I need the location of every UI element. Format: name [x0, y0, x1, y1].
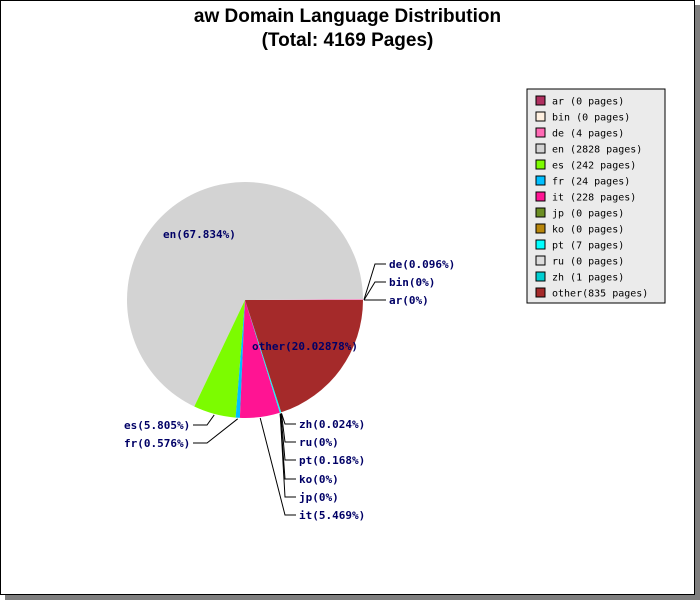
legend-label-es: es (242 pages): [552, 161, 636, 172]
slice-label-ru: ru(0%): [299, 436, 339, 449]
leader-line-es: [193, 414, 215, 426]
label-leader-lines: [193, 263, 386, 516]
legend-swatch-other: [535, 287, 546, 298]
legend-label-fr: fr (24 pages): [552, 177, 630, 188]
legend-swatch-bin: [535, 111, 546, 122]
legend-swatch-en: [535, 143, 546, 154]
leader-line-de: [363, 263, 386, 300]
legend-swatch-es: [535, 159, 546, 170]
slice-labels: ar(0%) bin(0%) de(0.096%) en(67.834%) es(5.8…: [124, 228, 455, 522]
leader-line-ko: [279, 413, 296, 480]
legend-swatch-pt: [535, 239, 546, 250]
legend-label-bin: bin (0 pages): [552, 113, 630, 124]
legend-swatch-zh: [535, 271, 546, 282]
pie-slice-it: [239, 300, 280, 419]
legend-swatch-jp: [535, 207, 546, 218]
legend-label-ko: ko (0 pages): [552, 225, 624, 236]
legend-box: [526, 88, 666, 304]
chart-subtitle: (Total: 4169 Pages): [261, 30, 434, 51]
slice-label-es: es(5.805%): [124, 419, 190, 432]
legend-label-ru: ru (0 pages): [552, 257, 624, 268]
legend-swatch-ar: [535, 95, 546, 106]
legend-label-en: en (2828 pages): [552, 145, 642, 156]
legend-label-de: de (4 pages): [552, 129, 624, 140]
legend-label-pt: pt (7 pages): [552, 241, 624, 252]
legend-label-other: other(835 pages): [552, 289, 648, 300]
legend-swatch-ru: [535, 255, 546, 266]
leader-line-zh: [281, 413, 296, 425]
legend-swatch-fr: [535, 175, 546, 186]
legend-swatch-de: [535, 127, 546, 138]
slice-label-de: de(0.096%): [389, 258, 455, 271]
chart-title: aw Domain Language Distribution: [193, 6, 502, 27]
pie-slice-pt: [245, 300, 282, 413]
slice-label-ar: ar(0%): [389, 294, 429, 307]
pie-slice-other: [245, 300, 363, 413]
pie-slice-zh: [245, 300, 282, 413]
legend-label-jp: jp (0 pages): [552, 209, 624, 220]
leader-line-fr: [193, 418, 239, 444]
pie-slice-de: [245, 299, 364, 300]
slice-label-other: other(20.02878%): [252, 340, 358, 353]
slice-label-zh: zh(0.024%): [299, 418, 365, 431]
slice-label-jp: jp(0%): [299, 491, 339, 504]
pie-slice-en: [127, 182, 363, 407]
legend-label-zh: zh (1 pages): [552, 273, 624, 284]
slice-label-en: en(67.834%): [163, 228, 236, 241]
legend-swatch-ko: [535, 223, 546, 234]
slice-label-bin: bin(0%): [389, 276, 435, 289]
leader-line-bin: [363, 281, 386, 301]
pie-slice-fr: [235, 300, 245, 418]
legend-label-it: it (228 pages): [552, 193, 636, 204]
leader-line-it: [259, 417, 296, 516]
slice-label-pt: pt(0.168%): [299, 454, 365, 467]
legend-swatch-it: [535, 191, 546, 202]
pie-slice-es: [194, 300, 245, 418]
legend: ar (0 pages) bin (0 pages) de (4 pages) en …: [526, 88, 666, 304]
leader-line-pt: [280, 413, 296, 461]
slice-label-it: it(5.469%): [299, 509, 365, 522]
leader-line-ru: [280, 413, 296, 443]
legend-label-ar: ar (0 pages): [552, 97, 624, 108]
pie-slices: [127, 182, 364, 419]
slice-label-ko: ko(0%): [299, 473, 339, 486]
slice-label-fr: fr(0.576%): [124, 437, 190, 450]
